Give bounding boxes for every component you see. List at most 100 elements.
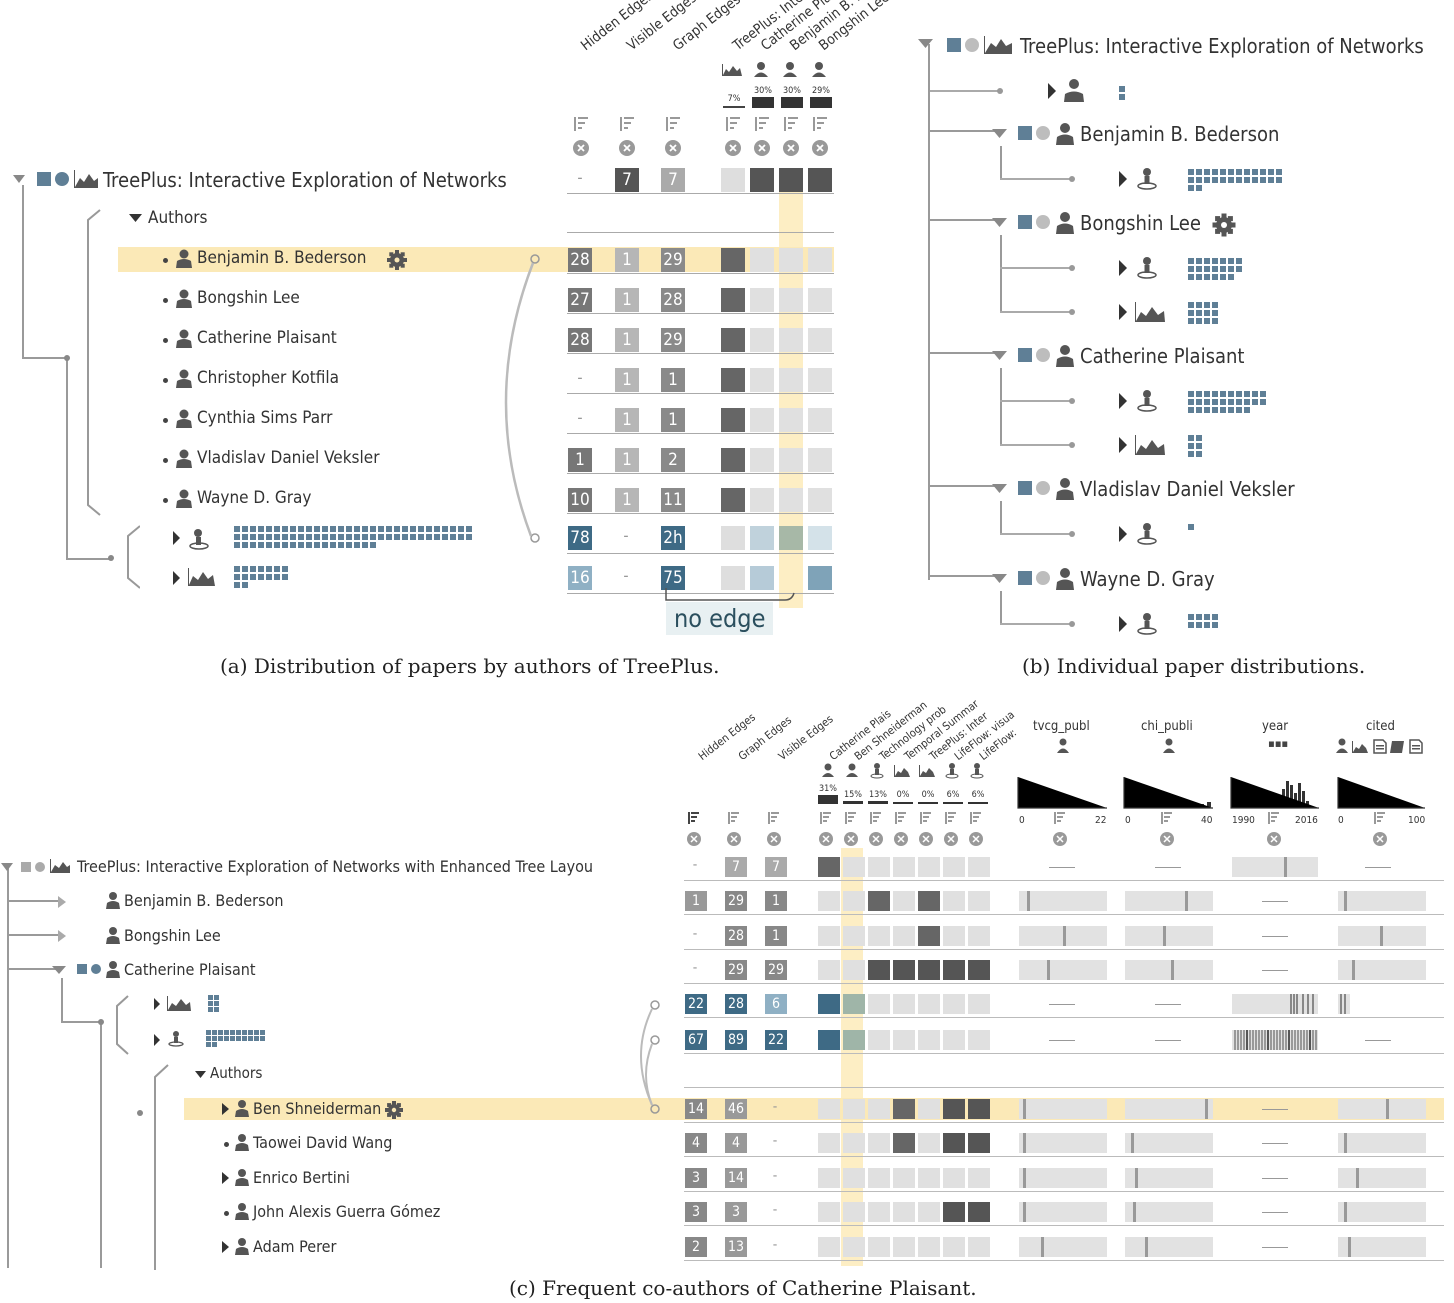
person-icon: [176, 489, 192, 508]
collapse-icon[interactable]: [990, 571, 1010, 585]
person-icon: [1057, 738, 1069, 753]
cell-value: 7: [725, 857, 747, 877]
percent-label: 31%: [819, 784, 837, 794]
expand-icon[interactable]: [221, 1102, 231, 1116]
gear-icon[interactable]: [1212, 213, 1236, 237]
author-name[interactable]: Wayne D. Gray: [1080, 567, 1215, 591]
cell-value: 7: [765, 857, 787, 877]
axis-min: 0: [1019, 815, 1025, 826]
author-name[interactable]: Bongshin Lee: [1080, 211, 1201, 235]
circle-icon: [35, 862, 45, 872]
coauthor-name[interactable]: John Alexis Guerra Gómez: [253, 1202, 441, 1221]
cell-value: 1: [765, 891, 787, 911]
child-row[interactable]: [1000, 389, 1300, 419]
coauthor-name[interactable]: Taowei David Wang: [253, 1133, 393, 1152]
child-row[interactable]: [1000, 300, 1300, 330]
coauthor-name[interactable]: Ben Shneiderman: [253, 1099, 382, 1118]
cell-value: -: [772, 1202, 778, 1218]
cell-value: -: [692, 926, 698, 942]
author-name[interactable]: Benjamin B. Bederson: [1080, 122, 1280, 146]
cell-value: -: [772, 1168, 778, 1184]
child-row[interactable]: [1000, 167, 1300, 197]
author-name[interactable]: Bongshin Lee: [197, 288, 300, 308]
cell-value: 7: [615, 168, 639, 192]
group-rows-icons[interactable]: [150, 994, 280, 1054]
child-row[interactable]: [1000, 256, 1300, 286]
collapse-icon[interactable]: [194, 1070, 208, 1080]
tree-connectors: [1, 863, 169, 1270]
cell-value: 89: [725, 1030, 747, 1050]
edge-arc: [504, 254, 540, 543]
gear-icon[interactable]: [386, 249, 408, 271]
square-icon: [37, 172, 51, 186]
child-row[interactable]: [1000, 522, 1300, 552]
axis-max: 100: [1408, 815, 1426, 826]
child-row[interactable]: [1000, 433, 1300, 463]
hist-header[interactable]: year: [1262, 719, 1289, 734]
author-name[interactable]: Benjamin B. Bederson: [197, 248, 367, 268]
root-label[interactable]: TreePlus: Interactive Exploration of Net…: [103, 168, 507, 192]
cell-value: 28: [568, 248, 592, 272]
caption-b: (b) Individual paper distributions.: [1022, 654, 1366, 678]
sort-close-icons[interactable]: [568, 117, 838, 159]
cell-value: 28: [568, 328, 592, 352]
collapse-icon[interactable]: [990, 215, 1010, 229]
author-name[interactable]: Catherine Plaisant: [1080, 344, 1245, 368]
person-icon: [235, 1238, 249, 1255]
person-icon: [235, 1100, 249, 1117]
author-name[interactable]: Bongshin Lee: [124, 926, 221, 945]
collapse-icon[interactable]: [990, 126, 1010, 140]
cell-value: 28: [661, 288, 685, 312]
square-icon: [1018, 481, 1032, 495]
author-name[interactable]: Catherine Plaisant: [197, 328, 337, 348]
cell-value: 67: [685, 1030, 707, 1050]
child-row[interactable]: [928, 78, 1138, 106]
cell-value: 28: [725, 926, 747, 946]
caption-a: (a) Distribution of papers by authors of…: [220, 654, 720, 678]
expand-icon[interactable]: [221, 1240, 231, 1254]
collapse-icon[interactable]: [128, 212, 144, 224]
axis-min: 0: [1125, 815, 1131, 826]
square-icon: [1018, 571, 1032, 585]
cell-value: 1: [685, 891, 707, 911]
collapse-icon[interactable]: [916, 36, 936, 50]
person-icon: [176, 409, 192, 428]
author-name[interactable]: Wayne D. Gray: [197, 488, 312, 508]
person-icon: [1056, 123, 1074, 145]
circle-icon: [1036, 481, 1050, 495]
hist-header[interactable]: tvcg_publ: [1033, 719, 1090, 734]
author-name[interactable]: Vladislav Daniel Veksler: [1080, 477, 1295, 501]
cell-value: 4: [685, 1133, 707, 1153]
child-row[interactable]: [1000, 612, 1300, 642]
author-name[interactable]: Christopher Kotfila: [197, 368, 339, 388]
cell-value: 29: [661, 328, 685, 352]
author-name[interactable]: Benjamin B. Bederson: [124, 891, 284, 910]
gear-icon[interactable]: [384, 1100, 404, 1120]
circle-icon: [55, 172, 69, 186]
cell-value: 29: [725, 960, 747, 980]
author-name[interactable]: Vladislav Daniel Veksler: [197, 448, 380, 468]
cell-value: 10: [568, 488, 592, 512]
collapse-icon[interactable]: [990, 348, 1010, 362]
author-name[interactable]: Catherine Plaisant: [124, 960, 256, 979]
area-chart-icon: [984, 36, 1012, 54]
expand-icon[interactable]: [221, 1171, 231, 1185]
cell-value: -: [577, 168, 583, 187]
caption-c: (c) Frequent co-authors of Catherine Pla…: [509, 1276, 977, 1300]
sort-close-icons[interactable]: [684, 812, 1404, 848]
coauthor-name[interactable]: Enrico Bertini: [253, 1168, 350, 1187]
collapse-icon[interactable]: [990, 481, 1010, 495]
cell-value: 1: [615, 448, 639, 472]
author-name[interactable]: Cynthia Sims Parr: [197, 408, 333, 428]
cell-value: -: [577, 408, 583, 427]
root-label[interactable]: TreePlus: Interactive Exploration of Net…: [1020, 34, 1424, 58]
root-label[interactable]: TreePlus: Interactive Exploration of Net…: [77, 857, 594, 876]
cell-value: -: [772, 1237, 778, 1253]
hist-header[interactable]: cited: [1366, 719, 1395, 734]
cell-value: 29: [725, 891, 747, 911]
cell-value: 1: [615, 488, 639, 512]
hist-header[interactable]: chi_publi: [1141, 719, 1193, 734]
group-rows-icons[interactable]: [172, 528, 472, 593]
highlight-column: [841, 848, 863, 1266]
coauthor-name[interactable]: Adam Perer: [253, 1237, 337, 1256]
